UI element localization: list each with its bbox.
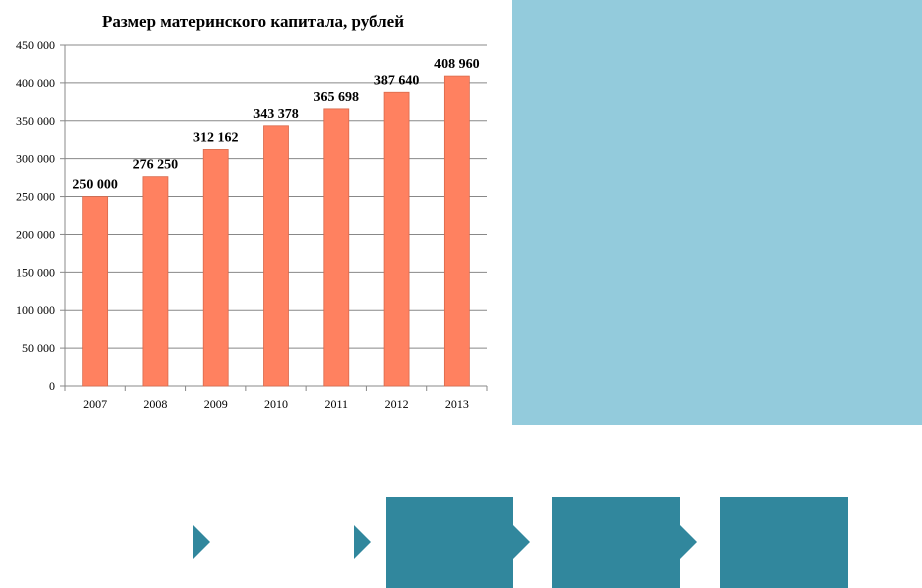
data-label: 365 698 [314,90,360,105]
chart-title: Размер материнского капитала, рублей [102,12,404,31]
chevron-right-icon [680,525,697,559]
data-label: 408 960 [434,57,480,72]
bar [82,196,109,387]
y-tick-label: 50 000 [22,341,55,355]
data-label: 343 378 [253,107,299,122]
bar [383,91,410,387]
bar-layer [82,75,470,387]
bar [323,108,350,387]
bar [263,125,289,387]
x-tick-label: 2010 [264,397,288,411]
data-label: 312 162 [193,130,239,145]
chevron-right-icon [513,525,530,559]
process-step-box [552,497,680,588]
x-tick-label: 2012 [385,397,409,411]
y-tick-label: 250 000 [16,190,55,204]
x-tick-label: 2007 [83,397,107,411]
bar [202,149,229,387]
bar [142,176,169,387]
y-tick-label: 300 000 [16,152,55,166]
x-tick-label: 2011 [325,397,349,411]
process-step-box [720,497,848,588]
blue-panel [512,0,922,425]
y-tick-label: 200 000 [16,227,55,241]
y-tick-label: 0 [49,379,55,393]
chart-svg: Размер материнского капитала, рублей 0 50… [16,12,488,411]
x-tick-label: 2008 [143,397,167,411]
chevron-right-icon [354,525,371,559]
process-step-box [386,497,513,588]
chevron-right-icon [193,525,210,559]
label-layer: 0 50 000 100 000 150 000 200 000 250 000 300 0… [16,38,480,411]
x-tick-label: 2009 [204,397,228,411]
bar [443,75,470,387]
y-tick-label: 450 000 [16,38,55,52]
y-tick-label: 150 000 [16,265,55,279]
data-label: 276 250 [133,158,179,173]
y-tick-label: 100 000 [16,303,55,317]
x-tick-label: 2013 [445,397,469,411]
y-tick-label: 350 000 [16,114,55,128]
data-label: 250 000 [72,178,118,193]
bar-chart: Размер материнского капитала, рублей 0 50… [0,0,500,425]
y-tick-label: 400 000 [16,76,55,90]
data-label: 387 640 [374,73,420,88]
